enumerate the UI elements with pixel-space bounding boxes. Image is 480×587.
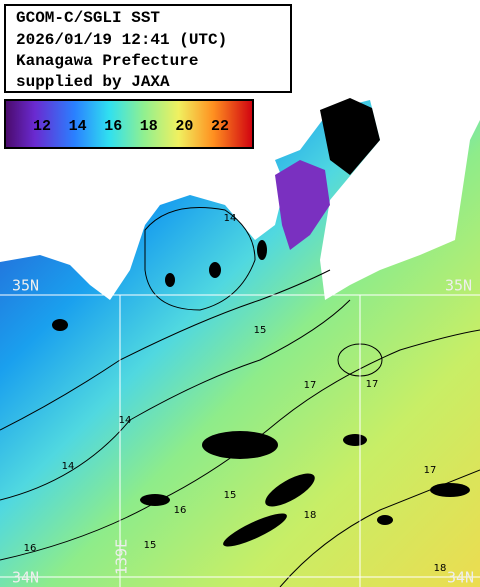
grid [0,294,480,587]
colorbar-label: 22 [211,118,229,135]
sea [0,100,480,587]
contour-label: 17 [424,465,437,476]
contour-label: 18 [304,510,317,521]
contour-label: 15 [224,490,237,501]
contour-label: 14 [119,415,132,426]
colorbar-label: 20 [175,118,193,135]
lon-label: 139E [113,539,131,575]
lat-label: 35N [12,277,39,295]
contour-label: 18 [434,563,447,574]
colorbar-label: 14 [69,118,87,135]
colorbar-labels: 12 14 16 18 20 22 [33,118,229,135]
tokyo-bay-water [275,160,330,250]
colorbar-label: 18 [140,118,158,135]
contour-label: 16 [24,543,37,554]
contour-label: 17 [366,379,379,390]
header-box [4,4,292,93]
header-line: 2026/01/19 12:41 (UTC) [16,31,227,49]
colorbar-label: 12 [33,118,51,135]
clouds [52,240,470,547]
header-line: GCOM-C/SGLI SST [16,9,160,27]
contour-label: 17 [304,380,317,391]
colorbar-label: 16 [104,118,122,135]
contour-label: 14 [224,213,237,224]
contour-label: 14 [62,461,75,472]
lat-label: 34N [447,569,474,587]
contour-label: 15 [254,325,267,336]
contour-labels: 14 14 14 15 15 15 16 16 17 17 17 18 18 [24,213,447,574]
lat-label: 35N [445,277,472,295]
lat-label: 34N [12,569,39,587]
header-line: Kanagawa Prefecture [16,52,198,70]
contours [0,207,480,587]
colorbar [4,99,254,149]
contour-label: 15 [144,540,157,551]
land-cloud [320,98,380,175]
contour-label: 16 [174,505,187,516]
header-line: supplied by JAXA [16,73,170,91]
